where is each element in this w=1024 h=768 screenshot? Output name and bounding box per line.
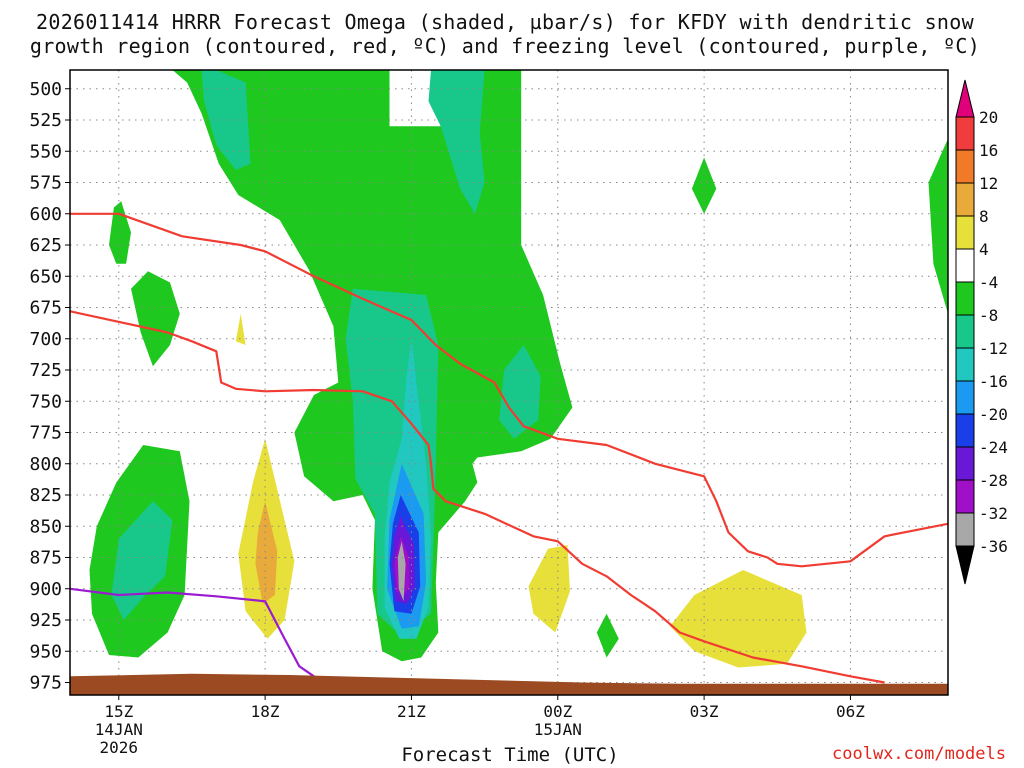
x-axis-label: Forecast Time (UTC) [401, 744, 619, 766]
colorbar-label--32: -32 [979, 504, 1008, 523]
credit-text: coolwx.com/models [832, 744, 1006, 764]
x-tick-label-21Z-0: 21Z [397, 702, 426, 721]
y-tick-label-575: 575 [29, 173, 62, 194]
pressure-axis: 500 525 550 575 600 625 650 675 700 725 750 775 800 8… [29, 79, 70, 694]
y-tick-label-725: 725 [29, 360, 62, 381]
colorbar-label--28: -28 [979, 471, 1008, 490]
colorbar-label-20: 20 [979, 108, 998, 127]
y-tick-label-650: 650 [29, 266, 62, 287]
colorbar-swatch--16 to -12 [955, 347, 975, 382]
y-tick-label-500: 500 [29, 79, 62, 100]
y-tick-label-950: 950 [29, 641, 62, 662]
colorbar-swatch--12 to -8 [955, 314, 975, 349]
grid-lines [70, 70, 948, 695]
colorbar-swatch--4 to 4 [955, 248, 975, 283]
temperature-contours [70, 212, 948, 684]
freezing-level-contour [70, 587, 315, 678]
colorbar-swatch-below -36 [955, 545, 975, 585]
y-tick-label-825: 825 [29, 485, 62, 506]
colorbar-swatch-above 20 [955, 79, 975, 118]
colorbar-swatch--28 to -24 [955, 446, 975, 481]
colorbar-label-12: 12 [979, 174, 998, 193]
colorbar-swatch--20 to -16 [955, 380, 975, 415]
colorbar-label-4: 4 [979, 240, 989, 259]
colorbar-label--8: -8 [979, 306, 998, 325]
omega-region-yellow-00z [528, 545, 570, 633]
colorbar-label--24: -24 [979, 438, 1008, 457]
y-tick-label-600: 600 [29, 204, 62, 225]
colorbar-swatch-16 to 20 [955, 116, 975, 151]
colorbar-swatch--32 to -28 [955, 479, 975, 514]
y-tick-label-800: 800 [29, 454, 62, 475]
omega-region-green-right-edge [928, 138, 948, 314]
y-tick-label-975: 975 [29, 673, 62, 694]
colorbar-swatch-4 to 8 [955, 215, 975, 250]
omega-region-green-0130-small [596, 613, 619, 658]
y-tick-label-750: 750 [29, 391, 62, 412]
colorbar-swatch--8 to -4 [955, 281, 975, 316]
omega-region-yellow-small-center [235, 313, 246, 345]
y-tick-label-625: 625 [29, 235, 62, 256]
x-tick-label-15Z-1: 14JAN [95, 720, 143, 739]
x-tick-label-15Z-0: 15Z [104, 702, 133, 721]
colorbar-label--20: -20 [979, 405, 1008, 424]
omega-region-teal-upper-strip-right [428, 70, 485, 214]
y-tick-label-550: 550 [29, 141, 62, 162]
ground-surface [70, 673, 948, 695]
omega-region-green-left-mid [131, 271, 180, 367]
y-tick-label-850: 850 [29, 516, 62, 537]
colorbar-label--12: -12 [979, 339, 1008, 358]
colorbar-label--36: -36 [979, 537, 1008, 556]
x-tick-label-03Z-0: 03Z [690, 702, 719, 721]
x-tick-label-15Z-2: 2026 [100, 738, 139, 757]
y-tick-label-900: 900 [29, 579, 62, 600]
colorbar-label-16: 16 [979, 141, 998, 160]
y-tick-label-925: 925 [29, 610, 62, 631]
x-tick-label-00Z-1: 15JAN [534, 720, 582, 739]
y-tick-label-525: 525 [29, 110, 62, 131]
y-tick-label-675: 675 [29, 298, 62, 319]
omega-region-teal-left-lower [111, 501, 173, 620]
y-tick-label-775: 775 [29, 423, 62, 444]
colorbar-label-8: 8 [979, 207, 989, 226]
y-tick-label-700: 700 [29, 329, 62, 350]
omega-region-teal-center-right [499, 345, 541, 439]
colorbar-label--4: -4 [979, 273, 998, 292]
colorbar-swatch-8 to 12 [955, 182, 975, 217]
chart-title-line-1: 2026011414 HRRR Forecast Omega (shaded, … [36, 10, 974, 34]
y-tick-label-875: 875 [29, 548, 62, 569]
plot-frame [69, 69, 949, 696]
colorbar-label--16: -16 [979, 372, 1008, 391]
colorbar: 20 16 12 8 4 -4 -8 -12 -16 -20 -24 -28 -32 -36 [955, 79, 1008, 585]
terrain [70, 673, 948, 695]
colorbar-swatch--36 to -32 [955, 512, 975, 547]
dendritic-upper-contour [70, 212, 948, 568]
x-tick-label-18Z-0: 18Z [251, 702, 280, 721]
omega-region-green-03z-small [691, 157, 717, 214]
omega-region-grey-core [397, 541, 406, 602]
x-tick-label-06Z-0: 06Z [836, 702, 865, 721]
chart-title-line-2: growth region (contoured, red, ºC) and f… [29, 34, 981, 58]
colorbar-swatch-12 to 16 [955, 149, 975, 184]
dendritic-lower-contour [70, 310, 885, 684]
colorbar-swatch--24 to -20 [955, 413, 975, 448]
x-tick-label-00Z-0: 00Z [543, 702, 572, 721]
omega-region-orange-left [255, 501, 278, 604]
